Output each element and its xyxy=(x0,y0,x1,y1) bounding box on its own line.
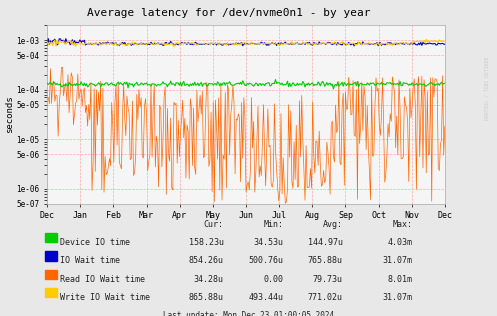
Y-axis label: seconds: seconds xyxy=(4,96,14,133)
Text: IO Wait time: IO Wait time xyxy=(60,256,120,265)
Text: 31.07m: 31.07m xyxy=(383,293,413,302)
Text: 0.00: 0.00 xyxy=(263,275,283,283)
Text: 144.97u: 144.97u xyxy=(308,238,343,247)
Text: Avg:: Avg: xyxy=(323,220,343,228)
Text: 865.88u: 865.88u xyxy=(189,293,224,302)
Text: Cur:: Cur: xyxy=(204,220,224,228)
Text: 34.28u: 34.28u xyxy=(194,275,224,283)
Text: Max:: Max: xyxy=(393,220,413,228)
Text: Average latency for /dev/nvme0n1 - by year: Average latency for /dev/nvme0n1 - by ye… xyxy=(87,8,370,18)
Text: Min:: Min: xyxy=(263,220,283,228)
Text: 8.01m: 8.01m xyxy=(388,275,413,283)
Text: 31.07m: 31.07m xyxy=(383,256,413,265)
Text: 34.53u: 34.53u xyxy=(253,238,283,247)
Text: 854.26u: 854.26u xyxy=(189,256,224,265)
Text: 500.76u: 500.76u xyxy=(248,256,283,265)
Text: 79.73u: 79.73u xyxy=(313,275,343,283)
Text: Read IO Wait time: Read IO Wait time xyxy=(60,275,145,283)
Text: 4.03m: 4.03m xyxy=(388,238,413,247)
Text: Last update: Mon Dec 23 01:00:05 2024: Last update: Mon Dec 23 01:00:05 2024 xyxy=(163,311,334,316)
Text: Write IO Wait time: Write IO Wait time xyxy=(60,293,150,302)
Text: 765.88u: 765.88u xyxy=(308,256,343,265)
Text: 771.02u: 771.02u xyxy=(308,293,343,302)
Text: Device IO time: Device IO time xyxy=(60,238,130,247)
Text: RRDTOOL / TOBI OETIKER: RRDTOOL / TOBI OETIKER xyxy=(485,57,490,120)
Text: 158.23u: 158.23u xyxy=(189,238,224,247)
Text: 493.44u: 493.44u xyxy=(248,293,283,302)
